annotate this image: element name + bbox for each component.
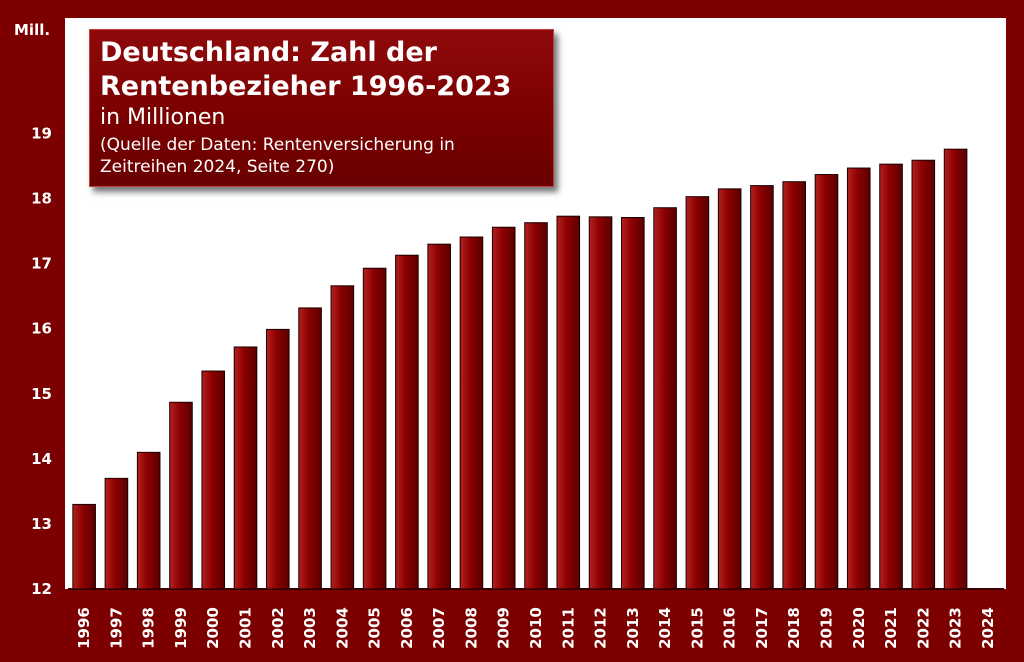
bar-2018	[782, 181, 807, 590]
y-tick-label: 16	[31, 320, 52, 338]
bar-2007	[427, 243, 451, 590]
y-tick-label: 17	[31, 255, 52, 273]
bar-2002	[265, 328, 290, 590]
y-tick-label: 19	[31, 125, 52, 143]
y-axis-unit-label: Mill.	[14, 21, 51, 39]
y-tick-label: 12	[31, 580, 52, 598]
x-tick-label: 1999	[172, 607, 190, 649]
y-tick-label: 13	[31, 515, 52, 533]
x-tick-label: 2001	[237, 607, 255, 649]
x-tick-label: 2018	[785, 607, 803, 649]
bar-2019	[814, 174, 839, 590]
bar-2015	[685, 196, 710, 590]
x-tick-label: 1996	[75, 607, 93, 649]
x-tick-label: 2024	[979, 607, 997, 649]
bar-2000	[201, 370, 226, 590]
bar-2012	[588, 216, 613, 590]
y-tick-label: 18	[31, 190, 52, 208]
x-tick-label: 2015	[688, 607, 706, 649]
x-tick-label: 2003	[301, 607, 319, 649]
chart-source: (Quelle der Daten: Rentenversicherung in…	[100, 135, 455, 177]
x-tick-label: 2014	[656, 607, 674, 649]
chart-subtitle: in Millionen	[100, 105, 226, 130]
chart-title: Deutschland: Zahl der Rentenbezieher 199…	[100, 37, 512, 102]
x-tick-label: 2005	[366, 607, 384, 649]
x-tick-label: 2000	[204, 607, 222, 649]
x-tick-label: 2017	[753, 607, 771, 649]
x-tick-label: 2022	[914, 607, 932, 649]
bar-2022	[911, 159, 936, 590]
bar-2010	[524, 222, 548, 590]
x-tick-label: 2012	[592, 607, 610, 649]
x-tick-label: 1998	[140, 607, 158, 649]
x-tick-label: 2023	[947, 607, 965, 649]
y-tick-label: 14	[31, 450, 52, 468]
bar-2009	[491, 226, 516, 590]
bar-2005	[362, 267, 387, 590]
bar-1996	[72, 503, 96, 590]
bar-2001	[233, 346, 258, 590]
bar-2008	[459, 236, 484, 590]
bar-2016	[717, 188, 742, 590]
x-tick-label: 2020	[850, 607, 868, 649]
bar-2013	[621, 216, 645, 590]
bar-2011	[556, 215, 581, 590]
bar-2003	[298, 307, 322, 590]
bar-2017	[750, 185, 774, 590]
bar-1999	[169, 401, 193, 590]
bar-2006	[395, 254, 419, 590]
x-tick-label: 2004	[333, 607, 351, 649]
bar-2023	[943, 148, 968, 590]
x-tick-label: 1997	[107, 607, 125, 649]
bar-2014	[653, 207, 677, 590]
x-tick-label: 2019	[817, 607, 835, 649]
x-tick-label: 2011	[559, 607, 577, 649]
bar-2004	[330, 285, 355, 590]
x-tick-label: 2009	[495, 607, 513, 649]
x-tick-label: 2006	[398, 607, 416, 649]
bar-2020	[846, 167, 871, 590]
x-tick-label: 2007	[430, 607, 448, 649]
x-tick-label: 2021	[882, 607, 900, 649]
x-tick-label: 2002	[269, 607, 287, 649]
y-tick-label: 15	[31, 385, 52, 403]
title-box: Deutschland: Zahl der Rentenbezieher 199…	[89, 29, 554, 187]
x-tick-label: 2010	[527, 607, 545, 649]
x-tick-label: 2013	[624, 607, 642, 649]
bar-2021	[879, 163, 903, 590]
x-tick-label: 2016	[721, 607, 739, 649]
bar-1997	[104, 477, 129, 590]
bar-1998	[136, 451, 161, 590]
x-tick-label: 2008	[462, 607, 480, 649]
